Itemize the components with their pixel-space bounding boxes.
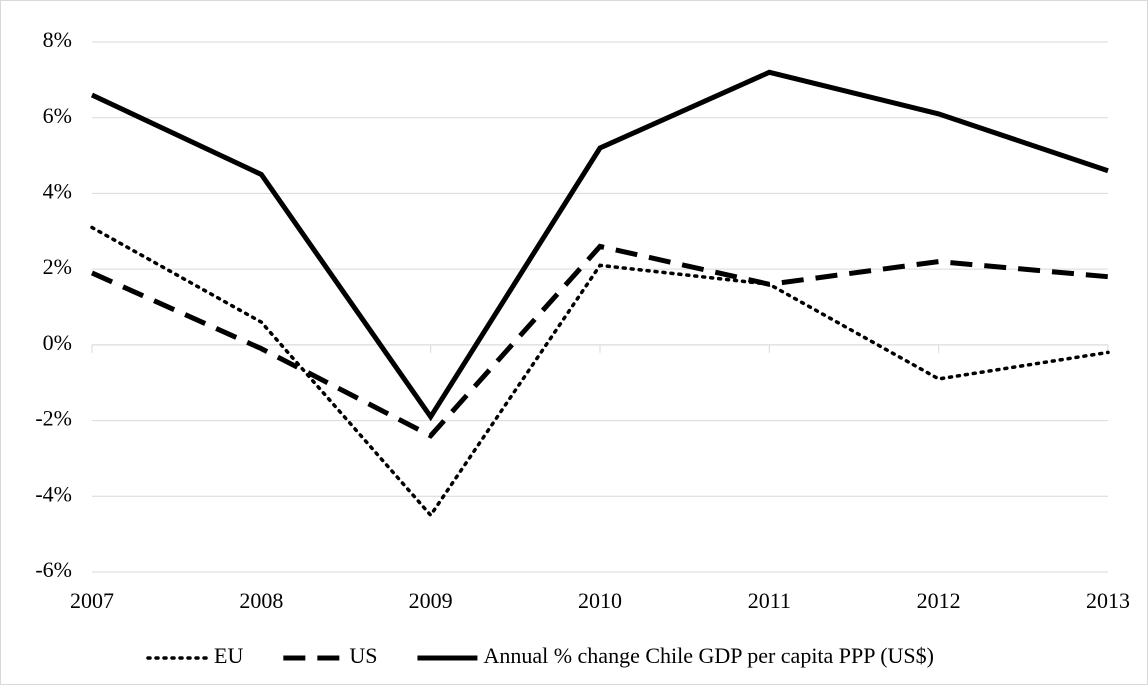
x-tick-label: 2010 <box>578 588 622 613</box>
legend-label: EU <box>214 643 243 668</box>
y-tick-label: -6% <box>35 557 72 582</box>
y-tick-label: 6% <box>43 103 72 128</box>
y-tick-label: -4% <box>35 481 72 506</box>
x-tick-label: 2008 <box>239 588 283 613</box>
line-series <box>90 225 1110 519</box>
y-tick-label: 2% <box>43 254 72 279</box>
line-series <box>90 69 1109 422</box>
y-tick-label: -2% <box>35 406 72 431</box>
y-tick-label: 8% <box>43 27 72 52</box>
x-tick-label: 2013 <box>1086 588 1130 613</box>
x-tick-label: 2012 <box>917 588 961 613</box>
y-tick-label: 0% <box>43 330 72 355</box>
y-tick-label: 4% <box>43 178 72 203</box>
x-tick-label: 2011 <box>748 588 791 613</box>
legend-label: US <box>349 643 377 668</box>
line-series <box>90 243 1109 439</box>
legend-label: Annual % change Chile GDP per capita PPP… <box>483 643 934 668</box>
x-tick-label: 2009 <box>409 588 453 613</box>
x-tick-label: 2007 <box>70 588 114 613</box>
